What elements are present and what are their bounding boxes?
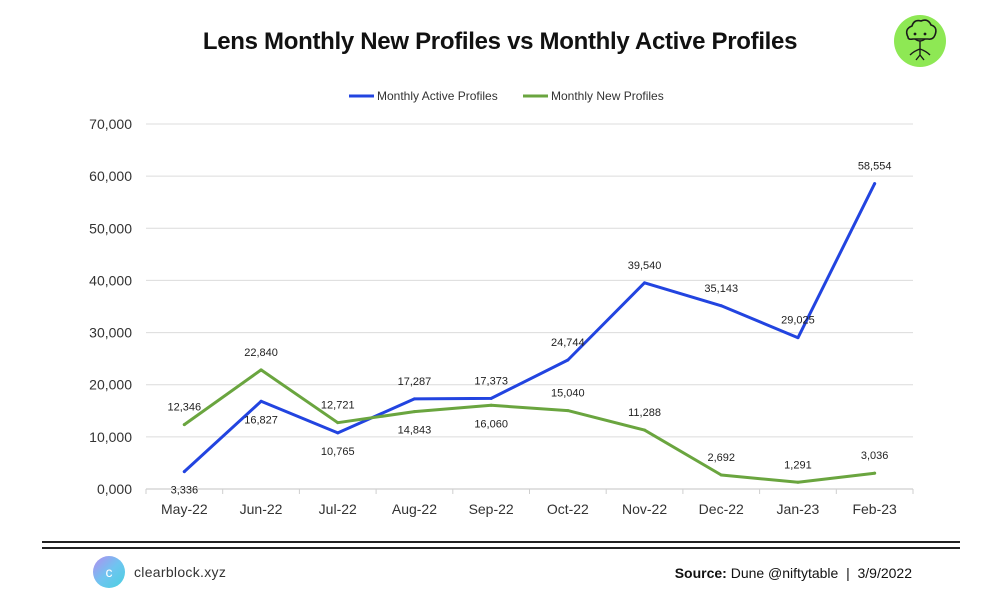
data-label: 12,721 [321, 400, 355, 412]
data-label: 10,765 [321, 446, 355, 458]
source-note: Source: Dune @niftytable | 3/9/2022 [675, 565, 912, 581]
data-label: 17,287 [398, 376, 432, 388]
data-label: 17,373 [474, 375, 508, 387]
brand: c clearblock.xyz [92, 554, 226, 590]
data-label: 3,336 [171, 485, 199, 497]
data-label: 3,036 [861, 450, 889, 462]
x-tick-label: Jun-22 [240, 501, 283, 517]
data-label: 35,143 [704, 283, 738, 295]
data-point [259, 399, 263, 403]
data-labels: 3,336 16,827 10,765 17,287 17,373 24,744 39,54… [168, 161, 892, 497]
brand-name: clearblock.xyz [134, 564, 227, 580]
data-point [719, 304, 723, 308]
data-point [873, 471, 877, 475]
data-label: 15,040 [551, 388, 585, 400]
data-point [643, 428, 647, 432]
chart-title: Lens Monthly New Profiles vs Monthly Act… [202, 28, 798, 55]
clearblock-logo-icon: c [93, 556, 125, 588]
data-label: 16,827 [244, 414, 278, 426]
data-label: 1,291 [784, 459, 812, 471]
data-point [643, 281, 647, 285]
data-label: 12,346 [168, 402, 202, 414]
source-label: Source: [674, 565, 727, 581]
x-tick-label: Dec-22 [699, 501, 744, 517]
data-point [566, 409, 570, 413]
y-tick-label: 50,000 [89, 220, 132, 236]
data-label: 58,554 [858, 161, 892, 173]
x-tick-label: Feb-23 [852, 501, 897, 517]
logo-letter: c [106, 564, 113, 580]
data-label: 14,843 [398, 425, 432, 437]
data-label: 29,025 [781, 315, 815, 327]
data-point [796, 336, 800, 340]
source-text: Dune @niftytable | 3/9/2022 [726, 565, 912, 581]
x-tick-label: Jul-22 [319, 501, 357, 517]
legend-label: Monthly Active Profiles [377, 89, 498, 103]
data-point [336, 421, 340, 425]
y-tick-label: 20,000 [89, 377, 132, 393]
y-tick-label: 30,000 [89, 325, 132, 341]
data-point [796, 480, 800, 484]
data-point [873, 182, 877, 186]
series-line [182, 182, 877, 474]
data-point [489, 403, 493, 407]
y-tick-label: 60,000 [89, 168, 132, 184]
series-line [182, 368, 877, 484]
x-tick-label: Sep-22 [469, 501, 514, 517]
x-tick-label: May-22 [161, 501, 208, 517]
data-point [566, 358, 570, 362]
data-label: 24,744 [551, 337, 585, 349]
data-point [259, 368, 263, 372]
footer-divider-top [42, 541, 960, 543]
data-point [489, 396, 493, 400]
data-point [412, 410, 416, 414]
y-tick-label: 70,000 [89, 116, 132, 132]
data-label: 39,540 [628, 260, 662, 272]
y-tick-label: 0,000 [97, 481, 132, 497]
data-point [182, 470, 186, 474]
data-label: 11,288 [628, 407, 661, 419]
x-tick-label: Nov-22 [622, 501, 667, 517]
y-tick-label: 10,000 [89, 429, 132, 445]
series [182, 182, 877, 484]
gridlines [146, 123, 913, 438]
line-chart: Monthly Active Profiles Monthly New Profi… [89, 89, 914, 517]
data-label: 16,060 [474, 418, 508, 430]
tree-face-icon [894, 15, 946, 67]
axes: 0,000 10,000 20,000 30,000 40,000 50,000 60,00… [89, 116, 914, 517]
data-point [719, 473, 723, 477]
x-tick-label: Jan-23 [777, 501, 820, 517]
y-tick-label: 40,000 [89, 272, 132, 288]
data-point [412, 397, 416, 401]
footer-divider-bottom [42, 547, 960, 549]
x-tick-label: Aug-22 [392, 501, 437, 517]
data-point [182, 423, 186, 427]
data-label: 2,692 [707, 452, 735, 464]
legend: Monthly Active Profiles Monthly New Profi… [349, 89, 664, 103]
legend-label: Monthly New Profiles [551, 89, 664, 103]
data-point [336, 431, 340, 435]
x-tick-label: Oct-22 [547, 501, 589, 517]
data-label: 22,840 [244, 347, 278, 359]
